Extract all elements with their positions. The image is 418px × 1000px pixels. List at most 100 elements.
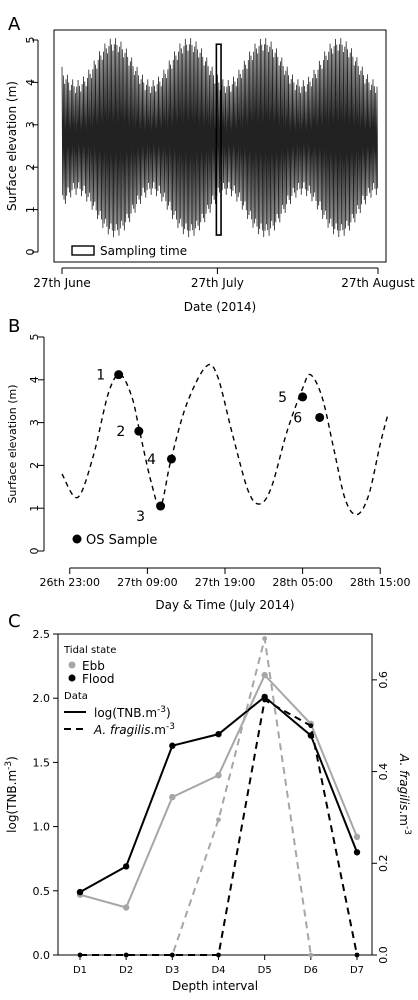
legend-label-afragilis-rest: .m xyxy=(150,723,166,737)
legend-title-tidal: Tidal state xyxy=(63,645,116,656)
y-axis-label-c-sup: -3 xyxy=(4,761,14,770)
panel-label-b: B xyxy=(8,316,20,337)
y-tick-label-c: 0.5 xyxy=(33,885,51,898)
series-afragilis-flood xyxy=(80,698,358,956)
x-tick-label-c: D2 xyxy=(119,965,133,976)
tide-curve-b xyxy=(61,363,389,516)
plot-frame-a xyxy=(53,29,387,263)
x-tick-label-a: 27th August xyxy=(341,276,415,290)
y-tick-label-a: 2 xyxy=(24,164,37,171)
x-axis-label-b: Day & Time (July 2014) xyxy=(155,598,294,612)
legend-label-afragilis-sup: -3 xyxy=(166,722,175,732)
y-axis-label-a: Surface elevation (m) xyxy=(5,81,19,211)
y-tick-label-b: 5 xyxy=(28,334,41,341)
legend-label-ebb: Ebb xyxy=(82,659,105,673)
y-tick-label-right-c: 0.6 xyxy=(377,671,390,689)
data-point-flood xyxy=(123,952,129,958)
panel-a: 0 1 2 3 4 5 Surface elevation (m) 27th June 27th… xyxy=(5,29,415,314)
y-tick-label-b: 0 xyxy=(28,548,41,555)
y-tick-label-b: 4 xyxy=(28,376,41,383)
legend-label-afragilis-italic: A. fragilis xyxy=(93,723,150,737)
data-point-flood xyxy=(262,697,268,703)
panel-b: 0 1 2 3 4 5 Surface elevation (m) 26th 23:00 27t… xyxy=(6,334,410,613)
data-point-ebb xyxy=(122,904,130,911)
x-tick-label-c: D5 xyxy=(258,965,272,976)
y-axis-right-label-italic: A. fragilis xyxy=(397,753,411,810)
data-point-flood xyxy=(353,849,361,856)
panel-c: 0.00.51.01.52.02.5log(TNB.m-3)0.00.20.40… xyxy=(4,628,412,993)
legend-label-sampling: Sampling time xyxy=(100,244,187,258)
sample-point xyxy=(315,412,325,422)
x-axis-label-c: Depth interval xyxy=(172,979,258,993)
y-tick-label-a: 3 xyxy=(24,121,37,128)
legend-label-tnb-text: log(TNB.m xyxy=(94,706,157,720)
y-axis-label-c-end: ) xyxy=(5,756,19,761)
legend-swatch-ebb xyxy=(68,661,76,669)
legend-label-os-sample: OS Sample xyxy=(86,533,157,548)
x-tick-label-c: D3 xyxy=(165,965,179,976)
data-point-ebb xyxy=(308,952,314,958)
sample-label: 5 xyxy=(278,390,287,406)
y-axis-label-c: log(TNB.m-3) xyxy=(4,756,19,833)
legend-label-tnb-end: ) xyxy=(166,706,171,720)
y-axis-right-label-c: A. fragilis.m-3 xyxy=(397,753,412,835)
y-tick-label-a: 4 xyxy=(24,79,37,86)
sample-point xyxy=(134,426,144,436)
x-tick-label-b: 27th 09:00 xyxy=(117,576,177,589)
legend-label-tnb: log(TNB.m-3) xyxy=(94,705,171,720)
data-point-ebb xyxy=(353,833,361,841)
data-point-flood xyxy=(354,952,360,958)
legend-label-flood: Flood xyxy=(82,672,115,686)
x-tick-label-b: 27th 19:00 xyxy=(195,576,255,589)
data-point-ebb xyxy=(215,772,222,779)
data-point-flood xyxy=(76,888,84,896)
y-tick-label-b: 2 xyxy=(28,462,41,469)
data-point-flood xyxy=(169,952,175,958)
data-point-flood xyxy=(308,723,314,729)
legend-label-afragilis: A. fragilis.m-3 xyxy=(93,722,175,737)
legend-swatch-flood xyxy=(68,674,76,682)
x-tick-label-b: 28th 15:00 xyxy=(350,576,410,589)
legend-label-tnb-sup: -3 xyxy=(157,705,166,715)
y-tick-label-c: 1.5 xyxy=(33,756,51,769)
data-point-flood xyxy=(216,952,221,958)
y-tick-label-b: 3 xyxy=(28,419,41,426)
x-tick-label-b: 28th 05:00 xyxy=(272,576,332,589)
x-tick-label-c: D4 xyxy=(211,965,225,976)
y-tick-label-right-c: 0.2 xyxy=(377,855,390,873)
sample-label: 6 xyxy=(293,410,302,426)
sample-point xyxy=(298,392,308,402)
sampling-time-box xyxy=(215,43,222,236)
x-tick-label-a: 27th July xyxy=(191,276,244,290)
legend-title-data: Data xyxy=(64,691,88,702)
sample-label: 3 xyxy=(136,509,145,525)
y-tick-label-c: 2.0 xyxy=(33,692,51,705)
data-point-flood xyxy=(169,742,176,749)
panel-label-a: A xyxy=(8,14,21,35)
data-point-ebb xyxy=(262,636,268,641)
sample-point xyxy=(114,370,124,380)
x-tick-label-a: 27th June xyxy=(33,276,91,290)
sample-label: 1 xyxy=(96,368,105,384)
y-axis-right-label-sup: -3 xyxy=(402,826,412,835)
x-tick-label-b: 26th 23:00 xyxy=(40,576,100,589)
tide-series-a xyxy=(61,38,379,238)
data-point-flood xyxy=(77,952,83,958)
sample-point xyxy=(156,501,166,511)
x-tick-label-c: D7 xyxy=(350,965,364,976)
x-tick-label-c: D6 xyxy=(304,965,318,976)
y-tick-label-a: 0 xyxy=(24,249,37,256)
y-tick-label-right-c: 0.0 xyxy=(377,946,390,964)
sample-point xyxy=(166,454,176,464)
data-point-ebb xyxy=(216,817,221,823)
y-tick-label-a: 5 xyxy=(24,37,37,44)
data-point-flood xyxy=(122,863,130,870)
y-tick-label-a: 1 xyxy=(24,206,37,213)
data-point-ebb xyxy=(169,793,176,801)
data-point-flood xyxy=(215,730,222,738)
y-axis-label-b: Surface elevation (m) xyxy=(6,384,19,503)
y-tick-label-c: 1.0 xyxy=(33,821,51,834)
y-axis-right-label-rest: .m xyxy=(397,810,411,826)
y-tick-label-c: 0.0 xyxy=(33,949,51,962)
